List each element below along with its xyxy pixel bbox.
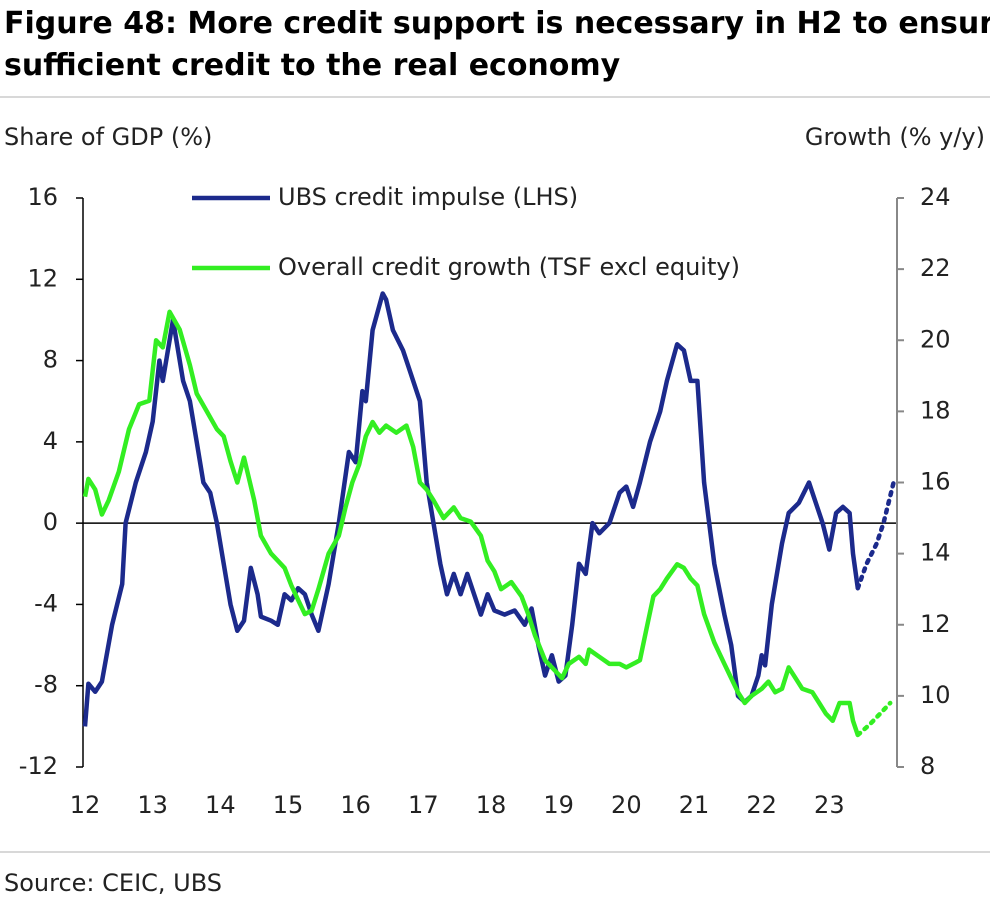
y-tick-label: -4	[34, 589, 58, 617]
series-line	[855, 480, 896, 591]
series-line	[82, 309, 860, 736]
y-tick-label: 16	[27, 183, 58, 211]
series-line	[855, 700, 893, 738]
y2-tick-label: 14	[920, 539, 951, 567]
y2-tick-label: 24	[920, 183, 951, 211]
chart-title: Figure 48: More credit support is necess…	[4, 6, 990, 83]
x-tick-label: 23	[814, 791, 845, 819]
legend-label: UBS credit impulse (LHS)	[278, 183, 578, 211]
x-tick-label: 17	[408, 791, 439, 819]
y-tick-label: -8	[34, 671, 58, 699]
y2-tick-label: 8	[920, 752, 935, 780]
x-tick-label: 15	[273, 791, 304, 819]
x-tick-label: 22	[746, 791, 777, 819]
x-tick-label: 20	[611, 791, 642, 819]
y-tick-label: -12	[19, 752, 58, 780]
source: Source: CEIC, UBS	[4, 869, 222, 897]
y-tick-label: 8	[43, 346, 58, 374]
x-tick-label: 14	[205, 791, 236, 819]
y-tick-label: 0	[43, 508, 58, 536]
y2-axis-title: Growth (% y/y)	[805, 123, 985, 151]
y-axis-title: Share of GDP (%)	[4, 123, 212, 151]
y2-tick-label: 18	[920, 396, 951, 424]
series-line	[82, 291, 861, 727]
x-tick-label: 12	[70, 791, 101, 819]
x-tick-label: 13	[137, 791, 168, 819]
x-tick-label: 21	[679, 791, 710, 819]
x-tick-label: 16	[340, 791, 371, 819]
legend-label: Overall credit growth (TSF excl equity)	[278, 253, 740, 281]
y-tick-label: 4	[43, 427, 58, 455]
y2-tick-label: 12	[920, 610, 951, 638]
y2-tick-label: 22	[920, 254, 951, 282]
y-tick-label: 12	[27, 264, 58, 292]
y2-tick-label: 16	[920, 468, 951, 496]
x-tick-label: 18	[476, 791, 507, 819]
x-tick-label: 19	[543, 791, 574, 819]
y2-tick-label: 10	[920, 681, 951, 709]
y2-tick-label: 20	[920, 325, 951, 353]
